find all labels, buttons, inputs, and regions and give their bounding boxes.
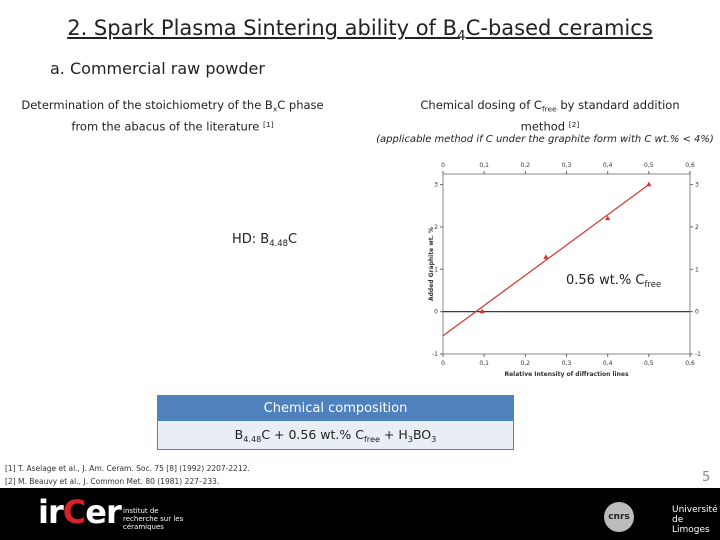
y-tick-label: 0 <box>434 309 438 316</box>
sub: 4.48 <box>243 433 262 444</box>
y-tick-label: 3 <box>434 182 438 189</box>
data-point <box>543 254 549 260</box>
logo-text: C <box>62 493 87 531</box>
x-tick-label: 0,2 <box>521 360 531 367</box>
left-text: Determination of the stoichiometry of th… <box>10 98 335 134</box>
title: 2. Spark Plasma Sintering ability of B4C… <box>0 16 720 44</box>
text: BO <box>412 427 432 442</box>
box-header: Chemical composition <box>158 396 513 421</box>
x-tick-label-top: 0,2 <box>521 162 531 169</box>
x-tick-label: 0 <box>441 360 445 367</box>
y-tick-label-right: 0 <box>695 309 699 316</box>
text: B <box>234 427 244 442</box>
title-text: C-based ceramics <box>465 16 653 40</box>
reference: [1] T. Aselage et al., J. Am. Ceram. Soc… <box>5 464 250 473</box>
text: HD: B <box>232 232 270 247</box>
page-number: 5 <box>702 470 711 485</box>
logo-text: er <box>85 493 121 531</box>
data-point <box>605 215 611 221</box>
y-tick-label: 2 <box>434 224 438 231</box>
chart: 000,10,10,20,20,30,30,40,40,50,50,60,6-1… <box>428 162 701 378</box>
subtitle: a. Commercial raw powder <box>50 59 265 78</box>
y-tick-label: -1 <box>432 351 438 358</box>
right-note: (applicable method if C under the graphi… <box>376 134 714 145</box>
sup: [2] <box>568 119 580 129</box>
text: de Limoges <box>672 515 710 535</box>
x-tick-label: 0,5 <box>644 360 654 367</box>
fit-line <box>442 184 650 337</box>
text: Determination of the stoichiometry of th… <box>21 98 273 112</box>
reference: [2] M. Beauvy et al., J. Common Met. 80 … <box>5 477 220 486</box>
y-tick-label-right: 2 <box>695 224 699 231</box>
y-tick-label-right: -1 <box>695 351 701 358</box>
sub: 3 <box>407 433 413 444</box>
annotation: 0.56 wt.% Cfree <box>566 273 661 289</box>
logo-subtitle: institut de recherche sur les céramiques <box>123 507 184 531</box>
logo: irCer <box>38 493 122 531</box>
sub: 4.48 <box>269 237 289 248</box>
text: Chemical dosing of C <box>420 98 542 112</box>
university-logo: Université de Limoges <box>672 505 720 535</box>
x-tick-label-top: 0,3 <box>562 162 572 169</box>
sub: x <box>272 104 278 114</box>
y-axis-label: Added Graphite wt. % <box>428 227 435 301</box>
logo-text: ir <box>38 493 64 531</box>
sup: [1] <box>263 119 274 129</box>
text: C <box>288 232 298 247</box>
x-tick-label-top: 0,6 <box>685 162 695 169</box>
x-tick-label: 0,3 <box>562 360 572 367</box>
right-text: Chemical dosing of Cfree by standard add… <box>405 98 695 134</box>
text: + H <box>379 427 408 442</box>
footer <box>0 488 720 540</box>
sub: free <box>363 433 380 444</box>
x-tick-label-top: 0,1 <box>479 162 489 169</box>
annotation: HD: B4.48C <box>232 232 297 248</box>
x-tick-label: 0,6 <box>685 360 695 367</box>
composition-box: Chemical composition B4.48C + 0.56 wt.% … <box>157 395 514 450</box>
text: C + 0.56 wt.% C <box>261 427 364 442</box>
y-tick-label: 1 <box>434 266 438 273</box>
cnrs-logo: cnrs <box>604 502 634 532</box>
y-tick-label-right: 3 <box>695 182 699 189</box>
data-point <box>479 308 485 314</box>
box-body: B4.48C + 0.56 wt.% Cfree + H3BO3 <box>158 421 513 453</box>
text: by standard addition method <box>520 98 680 134</box>
x-tick-label: 0,1 <box>479 360 489 367</box>
x-tick-label: 0,4 <box>603 360 613 367</box>
title-sub: 4 <box>457 27 466 44</box>
text: Université <box>672 505 718 515</box>
y-tick-label-right: 1 <box>695 266 699 273</box>
x-tick-label-top: 0,4 <box>603 162 613 169</box>
text: 0.56 wt.% C <box>566 273 645 288</box>
sub: free <box>644 278 662 289</box>
text: C phase from the abacus of the literatur… <box>71 98 324 134</box>
x-tick-label-top: 0 <box>441 162 445 169</box>
title-text: 2. Spark Plasma Sintering ability of B <box>67 16 458 40</box>
x-axis-label: Relative Intensity of diffraction lines <box>504 371 628 378</box>
plot-frame <box>442 173 691 355</box>
sub: 3 <box>431 433 437 444</box>
sub: free <box>541 104 557 114</box>
x-tick-label-top: 0,5 <box>644 162 654 169</box>
